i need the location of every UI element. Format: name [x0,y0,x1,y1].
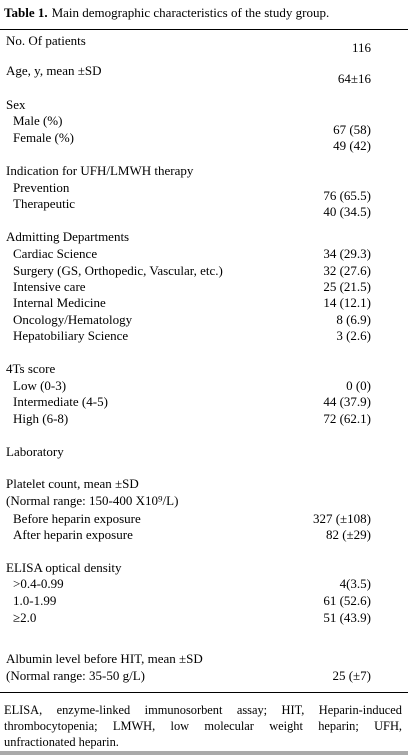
row-label: Internal Medicine [13,295,106,310]
section-value: 64±16 [338,71,372,86]
row-label: Surgery (GS, Orthopedic, Vascular, etc.) [13,263,223,278]
row-label: Intermediate (4-5) [13,394,108,409]
section-title: Age, y, mean ±SD [6,63,101,78]
row-value: 327 (±108) [313,511,371,526]
row-value: 51 (43.9) [323,610,371,625]
row-value: 8 (6.9) [336,312,371,327]
row-label: Therapeutic [13,196,75,211]
row-value: 32 (27.6) [323,263,371,278]
section-note: (Normal range: 35-50 g/L) [6,668,145,683]
row-label: Female (%) [13,130,74,145]
row-label: Before heparin exposure [13,511,141,526]
row-value: 40 (34.5) [323,204,371,219]
row-label: Hepatobiliary Science [13,328,128,343]
section-note: (Normal range: 150-400 X10⁹/L) [6,493,178,508]
caption-text: Main demographic characteristics of the … [52,5,330,20]
row-label: Intensive care [13,279,86,294]
row-value: 44 (37.9) [323,394,371,409]
row-label: ≥2.0 [13,610,36,625]
row-value: 3 (2.6) [336,328,371,343]
row-value: 14 (12.1) [323,295,371,310]
row-label: Cardiac Science [13,246,97,261]
row-value: 34 (29.3) [323,246,371,261]
row-value: 25 (21.5) [323,279,371,294]
section-title: 4Ts score [6,361,56,376]
caption-label: Table 1. [4,5,48,20]
section-value: 116 [352,40,372,55]
row-value: 76 (65.5) [323,188,371,203]
row-value: 0 (0) [346,378,371,393]
row-label: 1.0-1.99 [13,593,56,608]
row-value: 82 (±29) [326,527,371,542]
footnote: ELISA, enzyme-linked immunosorbent assay… [4,703,402,749]
section-title: ELISA optical density [6,560,122,575]
row-value: 4(3.5) [340,576,371,591]
row-label: High (6-8) [13,411,68,426]
section-title: Albumin level before HIT, mean ±SD [6,651,203,666]
row-label: Prevention [13,180,70,195]
row-label: After heparin exposure [13,527,133,542]
row-label: Oncology/Hematology [13,312,133,327]
section-title: Sex [6,97,26,112]
row-value: 72 (62.1) [323,411,371,426]
row-value: 67 (58) [333,122,371,137]
caption: Table 1. Main demographic characteristics… [4,5,329,20]
section-title: Admitting Departments [6,229,129,244]
row-value: 49 (42) [333,138,371,153]
bottom-bar [0,751,408,755]
section-title: Indication for UFH/LMWH therapy [6,163,194,178]
row-label: Male (%) [13,113,62,128]
row-label: Low (0-3) [13,378,66,393]
section-title: Laboratory [6,444,64,459]
section-value: 25 (±7) [332,668,371,683]
section-title: Platelet count, mean ±SD [6,476,139,491]
section-title: No. Of patients [6,33,86,48]
row-value: 61 (52.6) [323,593,371,608]
row-label: >0.4-0.99 [13,576,64,591]
